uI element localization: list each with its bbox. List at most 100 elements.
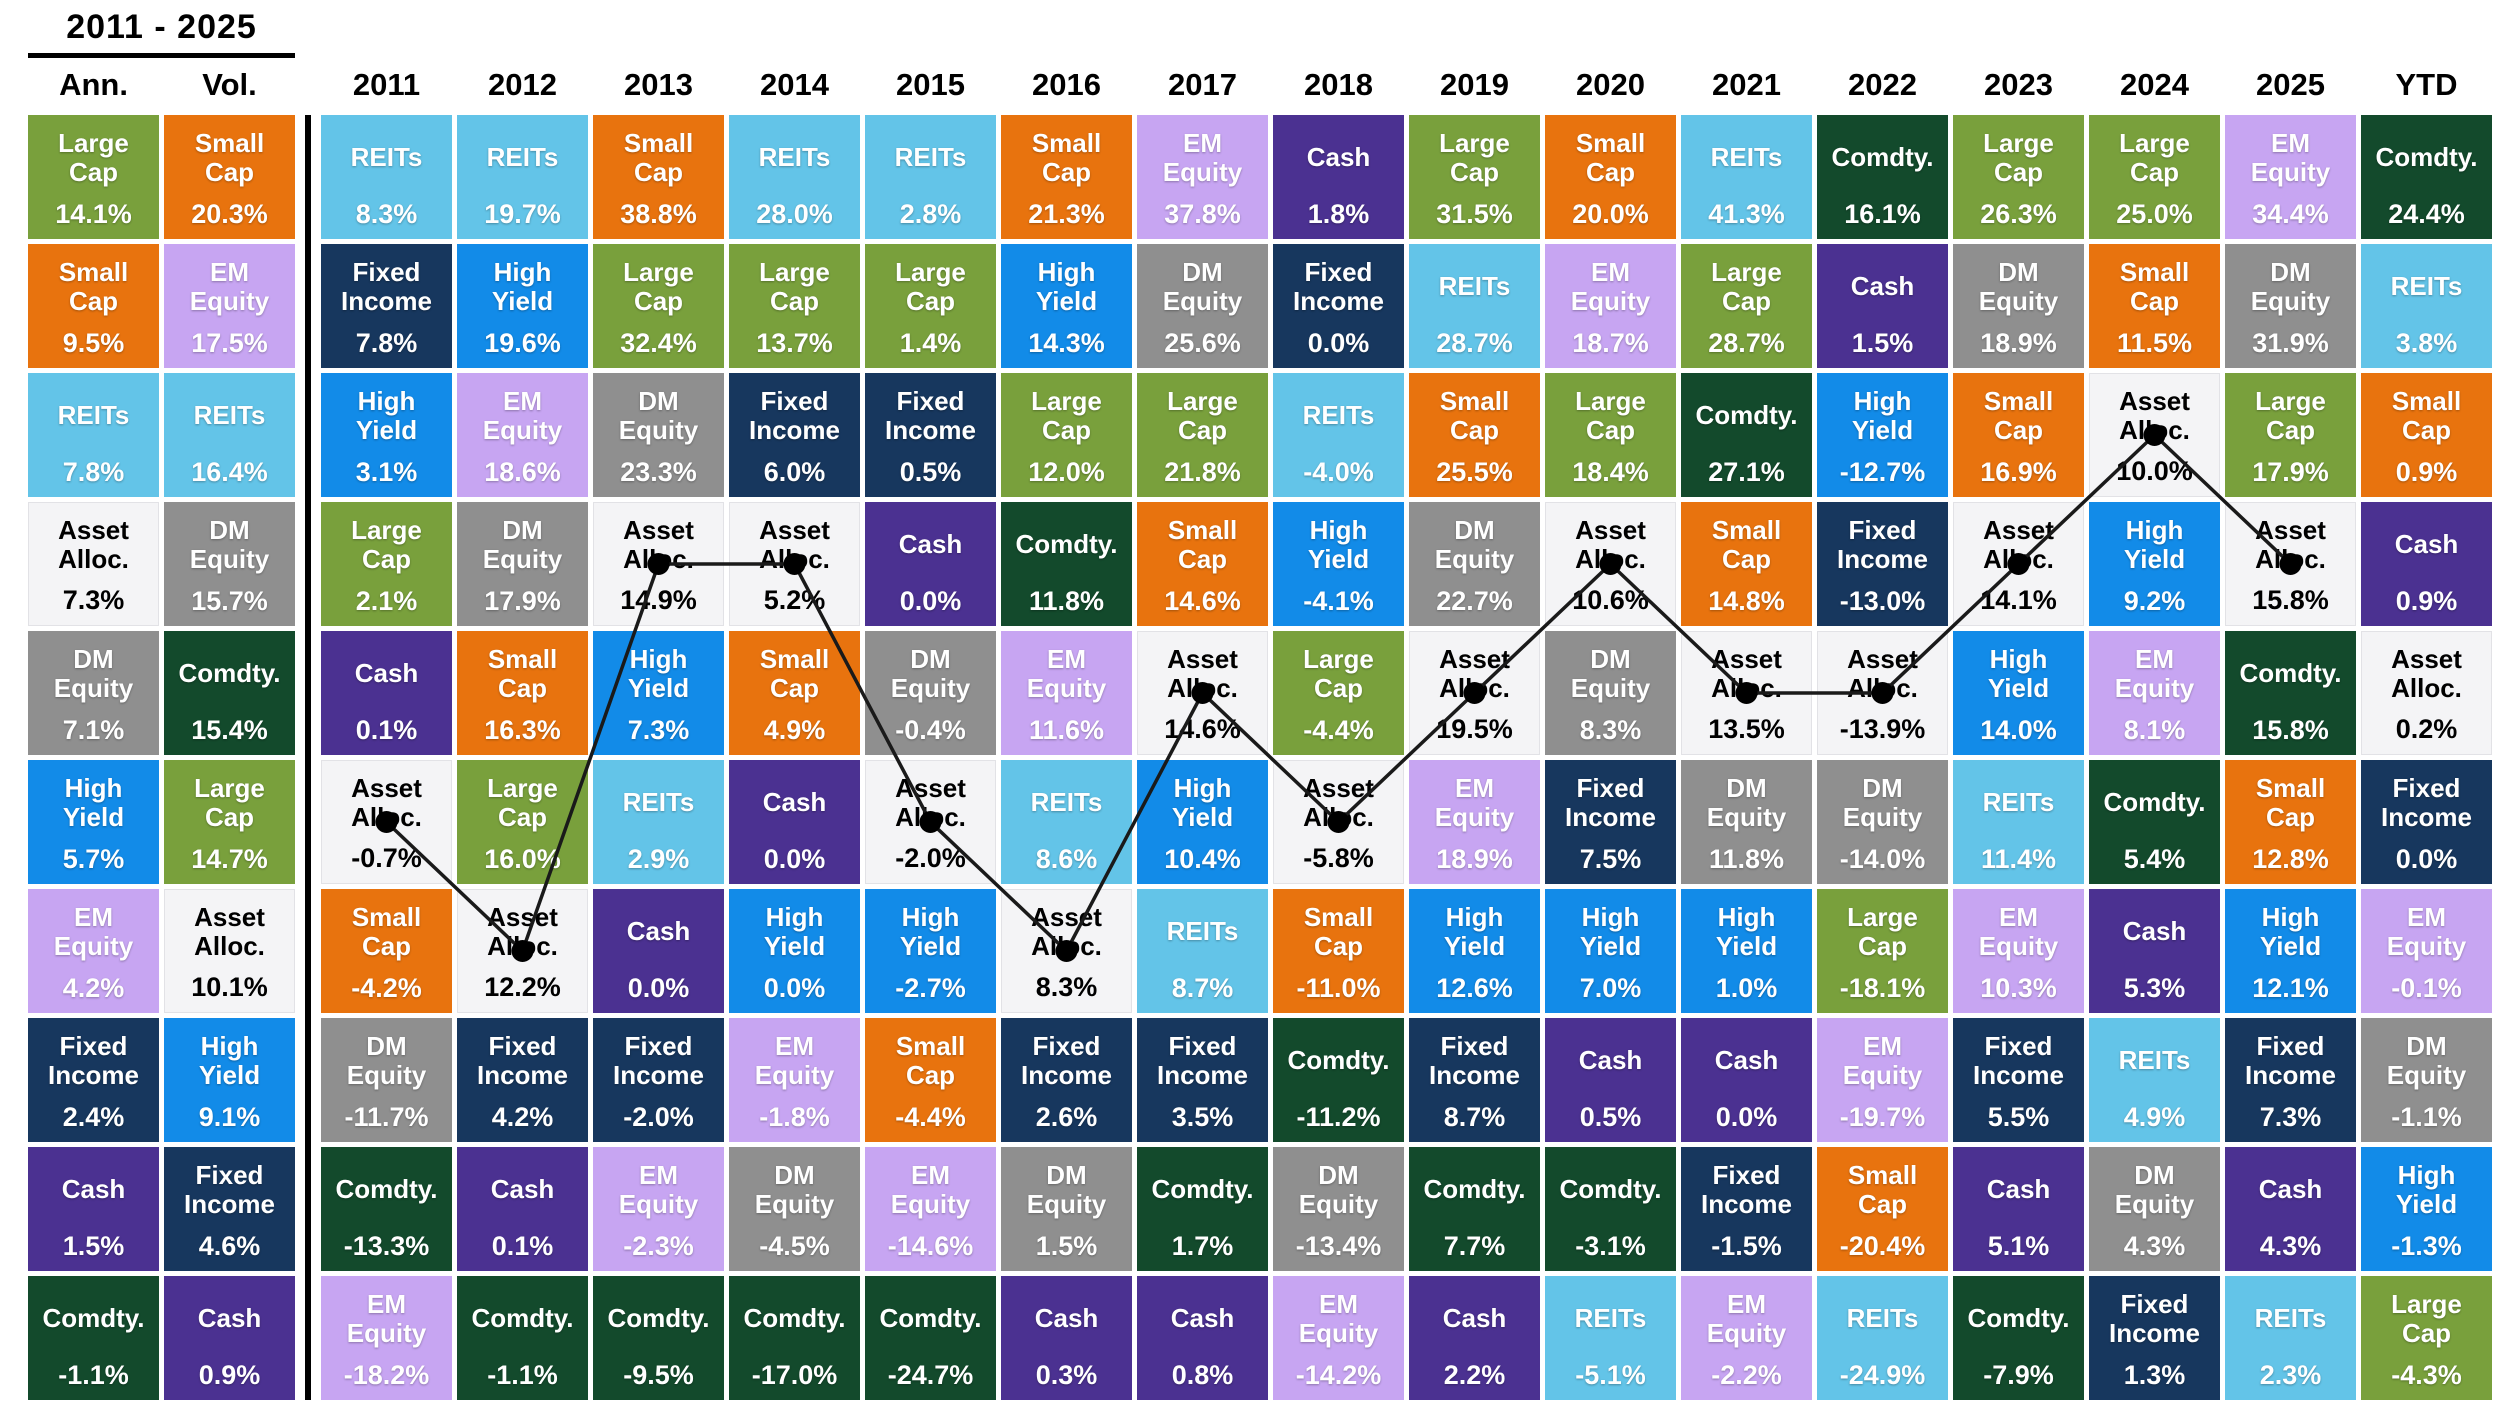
return-value: 4.6% xyxy=(198,1231,261,1262)
cell-2014-large_cap: Large Cap 13.7% xyxy=(729,244,860,368)
cell-2014-reits: REITs 28.0% xyxy=(729,115,860,239)
asset-label: EM Equity xyxy=(1570,257,1651,316)
asset-label: REITs xyxy=(193,400,266,431)
asset-label: DM Equity xyxy=(1842,773,1923,832)
return-value: -4.0% xyxy=(1303,457,1374,488)
cell-2022-fixed_income: Fixed Income -13.0% xyxy=(1817,502,1948,626)
asset-label: High Yield xyxy=(355,386,418,445)
return-value: 0.0% xyxy=(1307,328,1370,359)
cell-2022-high_yield: High Yield -12.7% xyxy=(1817,373,1948,497)
asset-label: DM Equity xyxy=(1026,1160,1107,1219)
asset-label: Large Cap xyxy=(2255,386,2326,445)
cell-2021-high_yield: High Yield 1.0% xyxy=(1681,889,1812,1013)
asset-label: Comdty. xyxy=(2239,658,2342,689)
cell-2023-high_yield: High Yield 14.0% xyxy=(1953,631,2084,755)
cell-ann-cash: Cash 1.5% xyxy=(28,1147,159,1271)
cell-2012-small_cap: Small Cap 16.3% xyxy=(457,631,588,755)
cell-2016-reits: REITs 8.6% xyxy=(1001,760,1132,884)
return-value: 18.7% xyxy=(1572,328,1649,359)
cell-2016-asset_alloc: Asset Alloc. 8.3% xyxy=(1001,889,1132,1013)
cell-ann-asset_alloc: Asset Alloc. 7.3% xyxy=(28,502,159,626)
asset-label: Fixed Income xyxy=(612,1031,705,1090)
cell-2012-high_yield: High Yield 19.6% xyxy=(457,244,588,368)
return-value: -1.5% xyxy=(1711,1231,1782,1262)
return-value: 7.8% xyxy=(355,328,418,359)
return-value: 6.0% xyxy=(763,457,826,488)
return-value: 0.0% xyxy=(1715,1102,1778,1133)
cell-2021-fixed_income: Fixed Income -1.5% xyxy=(1681,1147,1812,1271)
cell-2016-cash: Cash 0.3% xyxy=(1001,1276,1132,1400)
return-value: 24.4% xyxy=(2388,199,2465,230)
asset-label: EM Equity xyxy=(618,1160,699,1219)
return-value: 1.5% xyxy=(1035,1231,1098,1262)
asset-label: Asset Alloc. xyxy=(2119,386,2190,445)
cell-2019-dm_equity: DM Equity 22.7% xyxy=(1409,502,1540,626)
cell-2011-large_cap: Large Cap 2.1% xyxy=(321,502,452,626)
return-value: 0.9% xyxy=(2395,586,2458,617)
return-value: -2.0% xyxy=(623,1102,694,1133)
return-value: 19.7% xyxy=(484,199,561,230)
asset-label: REITs xyxy=(2118,1045,2191,1076)
cell-2012-cash: Cash 0.1% xyxy=(457,1147,588,1271)
asset-label: DM Equity xyxy=(618,386,699,445)
cell-2018-fixed_income: Fixed Income 0.0% xyxy=(1273,244,1404,368)
cell-2022-asset_alloc: Asset Alloc. -13.9% xyxy=(1817,631,1948,755)
return-value: -24.7% xyxy=(887,1360,974,1391)
asset-label: Cash xyxy=(1306,142,1371,173)
cell-vol-cash: Cash 0.9% xyxy=(164,1276,295,1400)
asset-label: DM Equity xyxy=(53,644,134,703)
cell-2020-large_cap: Large Cap 18.4% xyxy=(1545,373,1676,497)
return-value: 14.6% xyxy=(1164,586,1241,617)
cell-ytd-asset_alloc: Asset Alloc. 0.2% xyxy=(2361,631,2492,755)
return-value: -13.3% xyxy=(343,1231,430,1262)
asset-label: EM Equity xyxy=(754,1031,835,1090)
return-value: -13.4% xyxy=(1295,1231,1382,1262)
asset-label: DM Equity xyxy=(1570,644,1651,703)
return-value: 7.7% xyxy=(1443,1231,1506,1262)
cell-ann-comdty: Comdty. -1.1% xyxy=(28,1276,159,1400)
asset-label: Fixed Income xyxy=(2244,1031,2337,1090)
return-value: -11.2% xyxy=(1296,1102,1381,1133)
return-value: 1.3% xyxy=(2123,1360,2186,1391)
return-value: 4.3% xyxy=(2259,1231,2322,1262)
cell-2022-dm_equity: DM Equity -14.0% xyxy=(1817,760,1948,884)
return-value: 5.7% xyxy=(62,844,125,875)
asset-label: Asset Alloc. xyxy=(1575,515,1646,574)
return-value: 5.3% xyxy=(2123,973,2186,1004)
return-value: 16.1% xyxy=(1844,199,1921,230)
cell-2014-asset_alloc: Asset Alloc. 5.2% xyxy=(729,502,860,626)
asset-label: REITs xyxy=(1710,142,1783,173)
return-value: 19.5% xyxy=(1436,714,1513,745)
cell-2023-cash: Cash 5.1% xyxy=(1953,1147,2084,1271)
asset-label: EM Equity xyxy=(1978,902,2059,961)
cell-2013-fixed_income: Fixed Income -2.0% xyxy=(593,1018,724,1142)
return-value: -2.3% xyxy=(623,1231,694,1262)
return-value: 2.2% xyxy=(1443,1360,1506,1391)
asset-label: Large Cap xyxy=(194,773,265,832)
return-value: 18.4% xyxy=(1572,457,1649,488)
asset-label: EM Equity xyxy=(2250,128,2331,187)
return-value: 3.5% xyxy=(1171,1102,1234,1133)
cell-2011-em_equity: EM Equity -18.2% xyxy=(321,1276,452,1400)
column-header-ytd: YTD xyxy=(2395,67,2458,102)
asset-label: High Yield xyxy=(491,257,554,316)
cell-vol-dm_equity: DM Equity 15.7% xyxy=(164,502,295,626)
cell-2015-em_equity: EM Equity -14.6% xyxy=(865,1147,996,1271)
cell-ytd-cash: Cash 0.9% xyxy=(2361,502,2492,626)
cell-2017-fixed_income: Fixed Income 3.5% xyxy=(1137,1018,1268,1142)
asset-label: Large Cap xyxy=(1575,386,1646,445)
cell-2017-large_cap: Large Cap 21.8% xyxy=(1137,373,1268,497)
return-value: -14.0% xyxy=(1839,844,1926,875)
return-value: 15.4% xyxy=(191,715,268,746)
return-value: -14.6% xyxy=(887,1231,974,1262)
asset-label: DM Equity xyxy=(1434,515,1515,574)
cell-2017-dm_equity: DM Equity 25.6% xyxy=(1137,244,1268,368)
cell-2018-reits: REITs -4.0% xyxy=(1273,373,1404,497)
asset-label: REITs xyxy=(1302,400,1375,431)
column-header-2021: 2021 xyxy=(1712,67,1781,102)
asset-label: High Yield xyxy=(1307,515,1370,574)
return-value: -5.8% xyxy=(1303,843,1374,874)
cell-2018-high_yield: High Yield -4.1% xyxy=(1273,502,1404,626)
return-value: 20.0% xyxy=(1572,199,1649,230)
return-value: 7.8% xyxy=(62,457,125,488)
